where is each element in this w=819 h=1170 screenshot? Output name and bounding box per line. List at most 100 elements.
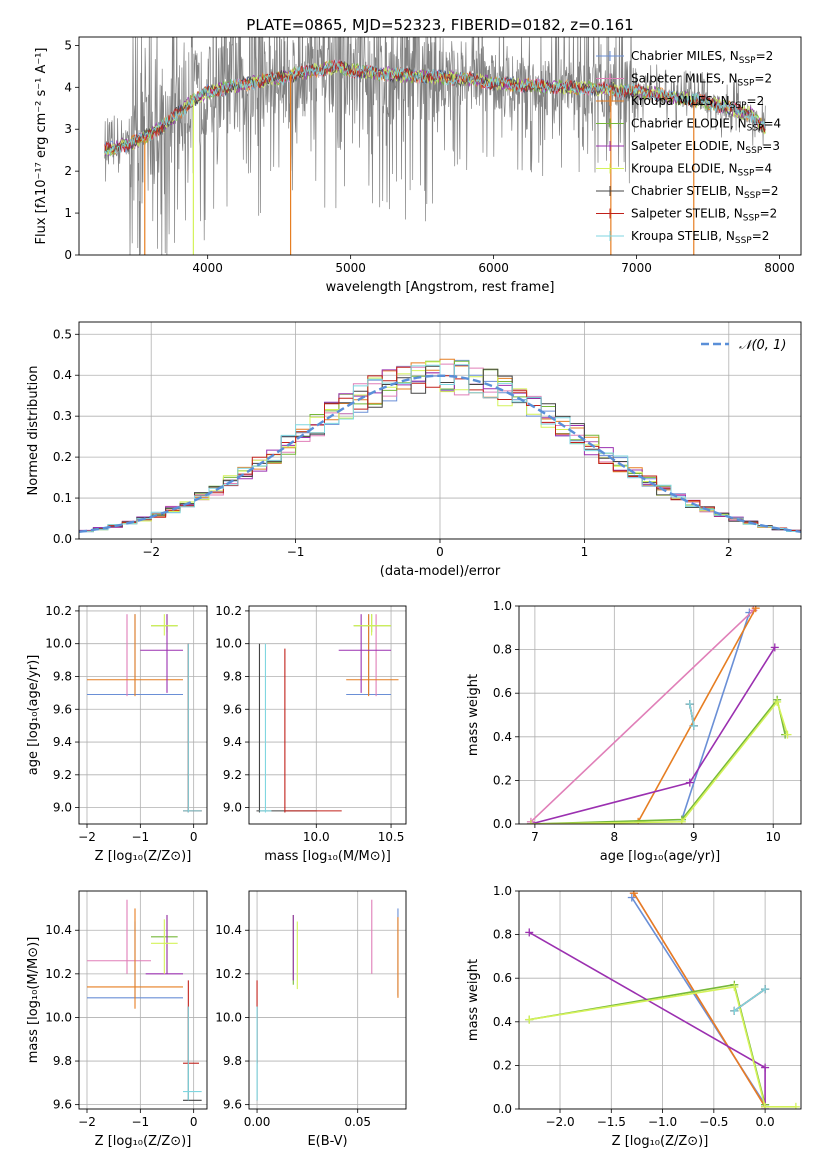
mass-weight-line: [530, 609, 754, 823]
y-tick-label: 0.0: [493, 817, 512, 831]
x-tick-label: 1: [581, 545, 589, 559]
plus-marker: [761, 1063, 770, 1072]
x-tick-label: 6000: [478, 261, 509, 275]
x-axis-label: age [log₁₀(age/yr)]: [600, 849, 721, 864]
error-bar-point: [87, 899, 151, 974]
x-tick-label: −2: [78, 1115, 96, 1129]
y-tick-label: 1.0: [493, 884, 512, 898]
error-bar-point: [353, 614, 392, 636]
x-axis-label: E(B-V): [307, 1134, 347, 1149]
x-tick-label: 2: [725, 545, 733, 559]
y-axis-label: mass [log₁₀(M/M⊙)]: [26, 937, 41, 1064]
x-tick-label: −0.5: [699, 1115, 728, 1129]
mass-weight-vs-age-plot-area: [519, 606, 801, 824]
error-bar-point: [183, 643, 202, 813]
y-tick-label: 9.0: [223, 801, 242, 815]
y-tick-label: 0.6: [493, 971, 512, 985]
error-bar-point: [183, 1006, 202, 1101]
plus-marker: [783, 730, 792, 739]
y-axis-label: age [log₁₀(age/yr)]: [26, 655, 41, 776]
legend-entry: Kroupa MILES, NSSP=2: [631, 94, 764, 111]
legend-entry: Salpeter STELIB, NSSP=2: [631, 207, 777, 224]
spectrum-frame: [78, 36, 802, 256]
error-bar-point: [140, 614, 183, 693]
age-vs-Z-plot-area: [79, 606, 207, 824]
mass-weight-line: [637, 607, 757, 823]
y-tick-label: 0.4: [493, 730, 512, 744]
x-tick-label: 0.0: [756, 1115, 775, 1129]
plus-marker: [761, 1102, 770, 1109]
legend-entry: 𝒩(0, 1): [739, 338, 786, 353]
mass-vs-Z-panel: −2 −1 0 9.6 9.8 10.0 10.2 10.4 Z [log₁₀(Z/Z⊙)] ma…: [26, 890, 208, 1149]
error-bar-point: [284, 648, 342, 813]
age-vs-Z-panel: −2 −1 0 9.0 9.2 9.4 9.6 9.8 10.0 10.2 Z [log₁₀(Z/Z…: [26, 604, 208, 864]
mass-vs-EBV-plot-area: [249, 891, 406, 1109]
mass-weight-vs-Z-plot-area: [519, 891, 801, 1109]
plus-marker: [773, 697, 782, 706]
plus-marker: [770, 643, 779, 652]
y-tick-label: 3: [64, 122, 72, 136]
legend-entry: Kroupa ELODIE, NSSP=4: [631, 162, 772, 179]
y-tick-label: 10.2: [45, 604, 72, 618]
plus-marker: [689, 721, 698, 730]
legend-entry: Chabrier STELIB, NSSP=2: [631, 184, 779, 201]
x-tick-label: 8: [611, 830, 619, 844]
legend-entry: Chabrier ELODIE, NSSP=4: [631, 117, 781, 134]
plus-marker: [525, 928, 534, 937]
figure-title: PLATE=0865, MJD=52323, FIBERID=0182, z=0…: [246, 16, 633, 34]
y-tick-label: 10.4: [215, 923, 242, 937]
x-tick-label: 10.5: [378, 830, 405, 844]
y-tick-label: 10.4: [45, 923, 72, 937]
y-tick-label: 9.8: [53, 1054, 72, 1068]
y-tick-label: 0.4: [493, 1015, 512, 1029]
spectrum-plot-area: [104, 37, 766, 255]
x-tick-label: −1: [131, 830, 149, 844]
plus-marker: [761, 985, 770, 994]
error-bar-point: [338, 614, 392, 693]
y-tick-label: 1.0: [493, 599, 512, 613]
y-tick-label: 9.6: [223, 1098, 242, 1112]
y-tick-label: 2: [64, 164, 72, 178]
residuals-plot-area: [79, 322, 801, 539]
y-tick-label: 9.6: [53, 1098, 72, 1112]
plus-marker: [730, 982, 739, 991]
x-axis-label: wavelength [Angstrom, rest frame]: [326, 280, 555, 295]
y-tick-label: 0.8: [493, 928, 512, 942]
y-tick-label: 9.4: [53, 735, 72, 749]
x-axis-label: mass [log₁₀(M/M⊙)]: [264, 849, 391, 864]
plus-marker: [526, 820, 535, 824]
legend-entry: Salpeter ELODIE, NSSP=3: [631, 139, 780, 156]
y-tick-label: 0.1: [53, 491, 72, 505]
plus-marker: [751, 606, 760, 613]
y-tick-label: 0.5: [53, 327, 72, 341]
mass-weight-vs-Z-frame: [518, 890, 802, 1110]
error-bar-point: [87, 908, 183, 1009]
y-tick-label: 0.4: [53, 368, 72, 382]
normal-curve: [79, 374, 801, 533]
y-tick-label: 10.2: [215, 604, 242, 618]
y-tick-label: 9.2: [223, 768, 242, 782]
mass-weight-line: [529, 985, 796, 1108]
y-tick-label: 0.2: [53, 450, 72, 464]
x-tick-label: 10.0: [303, 830, 330, 844]
y-tick-label: 0.6: [493, 686, 512, 700]
y-tick-label: 0: [64, 248, 72, 262]
y-tick-label: 0.8: [493, 643, 512, 657]
mass-weight-vs-age-panel: 7 8 9 10 0.0 0.2 0.4 0.6 0.8 1.0 age [log₁₀(age/yr…: [466, 599, 802, 864]
plus-marker: [730, 1006, 739, 1015]
model-spectrum-line: [104, 59, 766, 156]
y-tick-label: 1: [64, 206, 72, 220]
mass-vs-EBV-frame: [248, 890, 407, 1110]
plus-marker: [685, 778, 694, 787]
y-tick-label: 10.2: [45, 967, 72, 981]
y-tick-label: 10.0: [215, 637, 242, 651]
y-tick-label: 0.0: [493, 1102, 512, 1116]
model-spectrum-line: [104, 60, 766, 154]
mass-weight-line: [733, 988, 766, 1012]
x-tick-label: 10: [766, 830, 781, 844]
y-tick-label: 9.2: [53, 768, 72, 782]
y-axis-label: Flux [fλ10⁻¹⁷ erg cm⁻² s⁻¹ A⁻¹]: [34, 48, 49, 245]
y-tick-label: 0.2: [493, 773, 512, 787]
mass-weight-line: [633, 892, 766, 1108]
error-bar-point: [151, 614, 178, 636]
